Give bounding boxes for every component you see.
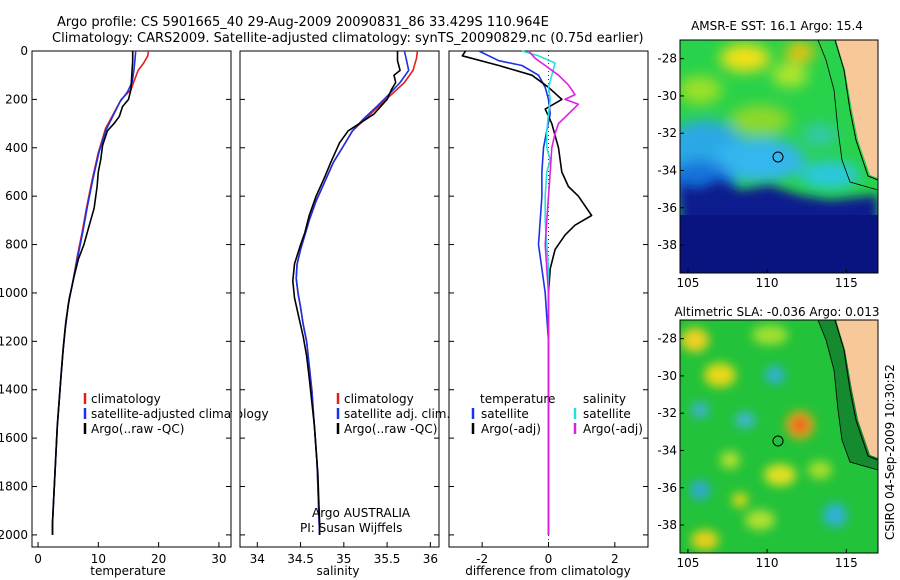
sla-float-marker — [772, 435, 784, 447]
x-tick-label: 35.5 — [374, 552, 401, 566]
map-y-tick-label: -34 — [657, 443, 677, 457]
salinity-panel — [239, 50, 440, 548]
y-tick-label: 1800 — [0, 480, 28, 494]
legend-label: satellite-adjusted climatology — [91, 407, 269, 421]
legend-label: Argo(..raw -QC) — [344, 422, 437, 436]
difference-xlabel: difference from climatology — [465, 564, 631, 578]
map-y-tick-label: -30 — [657, 89, 677, 103]
map-y-tick-label: -36 — [657, 201, 677, 215]
header-line-1: Argo profile: CS 5901665_40 29-Aug-2009 … — [57, 15, 549, 30]
legend-label: Argo(-adj) — [583, 422, 643, 436]
temperature-xlabel: temperature — [90, 564, 165, 578]
salinity-annotation-line-2: PI: Susan Wijffels — [300, 521, 402, 535]
legend-label: climatology — [344, 392, 414, 406]
map-y-tick-label: -36 — [657, 481, 677, 495]
legend-heading: salinity — [583, 392, 626, 406]
map-y-tick-label: -28 — [657, 52, 677, 66]
map-y-tick-label: -38 — [657, 518, 677, 532]
map-y-tick-label: -34 — [657, 163, 677, 177]
x-tick-label: 30 — [211, 552, 226, 566]
sla-map — [680, 320, 878, 553]
y-tick-label: 1200 — [0, 334, 28, 348]
axis-ticks: 0 10 20 30020040060080010001200140016001800… — [0, 44, 648, 566]
map-x-tick-label: 110 — [756, 556, 779, 570]
map-x-tick-label: 115 — [835, 556, 858, 570]
map-y-tick-label: -30 — [657, 369, 677, 383]
map-y-tick-label: -32 — [657, 126, 677, 140]
sst-map — [680, 40, 878, 273]
x-tick-label: 20 — [151, 552, 166, 566]
temperature-panel — [31, 50, 232, 548]
salinity-xlabel: salinity — [316, 564, 359, 578]
series-line-argo — [51, 51, 134, 535]
y-tick-label: 2000 — [0, 528, 28, 542]
x-tick-label: 2 — [611, 552, 619, 566]
map-y-tick-label: -28 — [657, 332, 677, 346]
x-tick-label: -2 — [476, 552, 488, 566]
legend-label: Argo(-adj) — [481, 422, 541, 436]
legend-heading: temperature — [480, 392, 555, 406]
salinity-legend: climatology satellite adj. clim. Argo(..… — [336, 392, 450, 436]
map-axis-ticks: 105 110 115 -28 -30 -32 -34 -36 -38 105 110 115 -28 -… — [657, 52, 857, 570]
sla-map-title: Altimetric SLA: -0.036 Argo: 0.013 — [674, 305, 879, 319]
y-tick-label: 600 — [5, 189, 28, 203]
legend-label: satellite — [481, 407, 529, 421]
x-tick-label: 34 — [250, 552, 265, 566]
profile-lines — [51, 50, 593, 547]
y-tick-label: 1600 — [0, 431, 28, 445]
map-x-tick-label: 115 — [835, 276, 858, 290]
x-tick-label: 0 — [545, 552, 553, 566]
map-x-tick-label: 105 — [676, 276, 699, 290]
temperature-legend: climatology satellite-adjusted climatolo… — [83, 392, 269, 436]
header-line-2: Climatology: CARS2009. Satellite-adjuste… — [52, 31, 644, 46]
map-x-tick-label: 105 — [676, 556, 699, 570]
y-tick-label: 0 — [20, 44, 28, 58]
y-tick-label: 1400 — [0, 383, 28, 397]
x-tick-label: 36 — [423, 552, 438, 566]
x-tick-label: 34.5 — [287, 552, 314, 566]
difference-legend-temperature: temperature satellite Argo(-adj) — [471, 392, 555, 436]
x-tick-label: 35 — [336, 552, 351, 566]
csiro-timestamp: CSIRO 04-Sep-2009 10:30:52 — [883, 364, 897, 540]
sst-map-title: AMSR-E SST: 16.1 Argo: 15.4 — [691, 19, 863, 33]
legend-label: Argo(..raw -QC) — [91, 422, 184, 436]
difference-legend-salinity: salinity satellite Argo(-adj) — [573, 392, 643, 436]
y-tick-label: 800 — [5, 238, 28, 252]
series-line-argo — [292, 51, 401, 535]
series-line-sal-argo — [528, 50, 580, 535]
legend-label: climatology — [91, 392, 161, 406]
map-y-tick-label: -32 — [657, 406, 677, 420]
legend-label: satellite adj. clim. — [344, 407, 450, 421]
map-x-tick-label: 110 — [756, 276, 779, 290]
y-tick-label: 1000 — [0, 286, 28, 300]
sst-float-marker — [772, 151, 784, 163]
y-tick-label: 400 — [5, 141, 28, 155]
x-tick-label: 0 — [34, 552, 42, 566]
map-y-tick-label: -38 — [657, 238, 677, 252]
x-tick-label: 10 — [91, 552, 106, 566]
legend-label: satellite — [583, 407, 631, 421]
y-tick-label: 200 — [5, 92, 28, 106]
salinity-annotation-line-1: Argo AUSTRALIA — [312, 506, 411, 520]
